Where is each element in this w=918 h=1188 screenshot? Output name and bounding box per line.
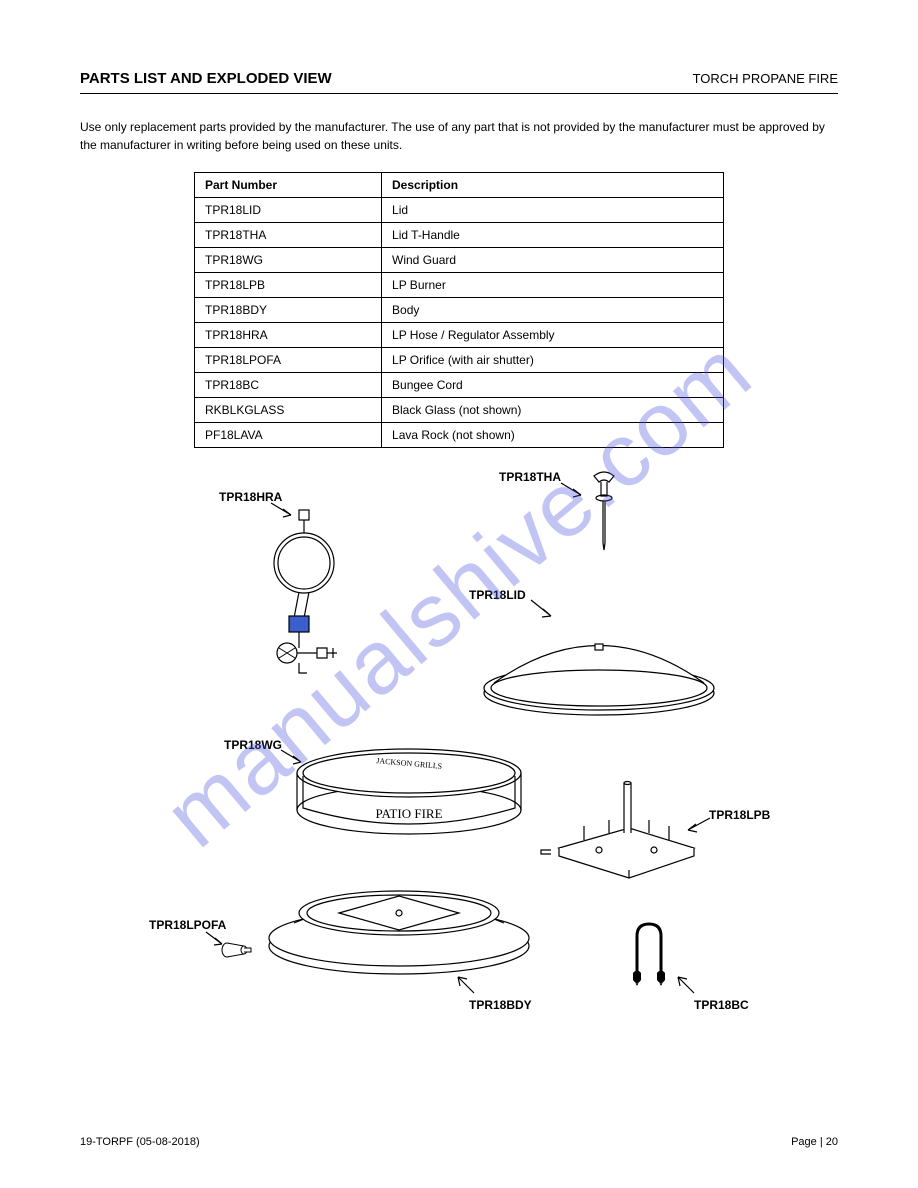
label-bdy: TPR18BDY	[469, 998, 532, 1012]
table-row: TPR18BDYBody	[195, 298, 724, 323]
exploded-view-diagram: TPR18THA TPR18HRA	[149, 468, 769, 1028]
page-footer: 19-TORPF (05-08-2018) Page | 20	[80, 1136, 838, 1148]
table-row: TPR18LIDLid	[195, 198, 724, 223]
lid-icon	[479, 618, 719, 718]
table-row: RKBLKGLASSBlack Glass (not shown)	[195, 398, 724, 423]
arrow-icon	[684, 816, 714, 836]
footer-left: 19-TORPF (05-08-2018)	[80, 1136, 200, 1148]
section-title: PARTS LIST AND EXPLODED VIEW	[80, 70, 332, 87]
col-part-number: Part Number	[195, 173, 382, 198]
table-row: TPR18HRALP Hose / Regulator Assembly	[195, 323, 724, 348]
label-lpb: TPR18LPB	[709, 808, 770, 822]
parts-table-body: TPR18LIDLid TPR18THALid T-Handle TPR18WG…	[195, 198, 724, 448]
arrow-icon	[204, 930, 229, 950]
arrow-icon	[674, 973, 699, 998]
wind-guard-icon: PATIO FIRE JACKSON GRILLS	[289, 748, 529, 838]
bungee-cord-icon	[619, 918, 679, 988]
table-row: TPR18THALid T-Handle	[195, 223, 724, 248]
hose-regulator-icon	[239, 508, 369, 678]
body-icon	[264, 868, 534, 978]
arrow-icon	[269, 501, 299, 521]
table-row: TPR18BCBungee Cord	[195, 373, 724, 398]
label-wg: TPR18WG	[224, 738, 282, 752]
parts-table: Part Number Description TPR18LIDLid TPR1…	[194, 172, 724, 448]
label-lid: TPR18LID	[469, 588, 526, 602]
arrow-icon	[529, 598, 559, 623]
table-row: TPR18LPOFALP Orifice (with air shutter)	[195, 348, 724, 373]
model-name: TORCH PROPANE FIRE	[693, 71, 838, 86]
arrow-icon	[454, 973, 479, 998]
lp-burner-icon	[539, 778, 709, 898]
label-bc: TPR18BC	[694, 998, 749, 1012]
intro-text: Use only replacement parts provided by t…	[80, 118, 838, 154]
arrow-icon	[559, 481, 589, 501]
table-row: PF18LAVALava Rock (not shown)	[195, 423, 724, 448]
col-description: Description	[382, 173, 724, 198]
page-header: PARTS LIST AND EXPLODED VIEW TORCH PROPA…	[80, 70, 838, 94]
footer-right: Page | 20	[791, 1136, 838, 1148]
table-row: TPR18WGWind Guard	[195, 248, 724, 273]
table-row: TPR18LPBLP Burner	[195, 273, 724, 298]
label-tha: TPR18THA	[499, 470, 561, 484]
arrow-icon	[279, 748, 309, 768]
svg-text:PATIO FIRE: PATIO FIRE	[375, 806, 442, 821]
